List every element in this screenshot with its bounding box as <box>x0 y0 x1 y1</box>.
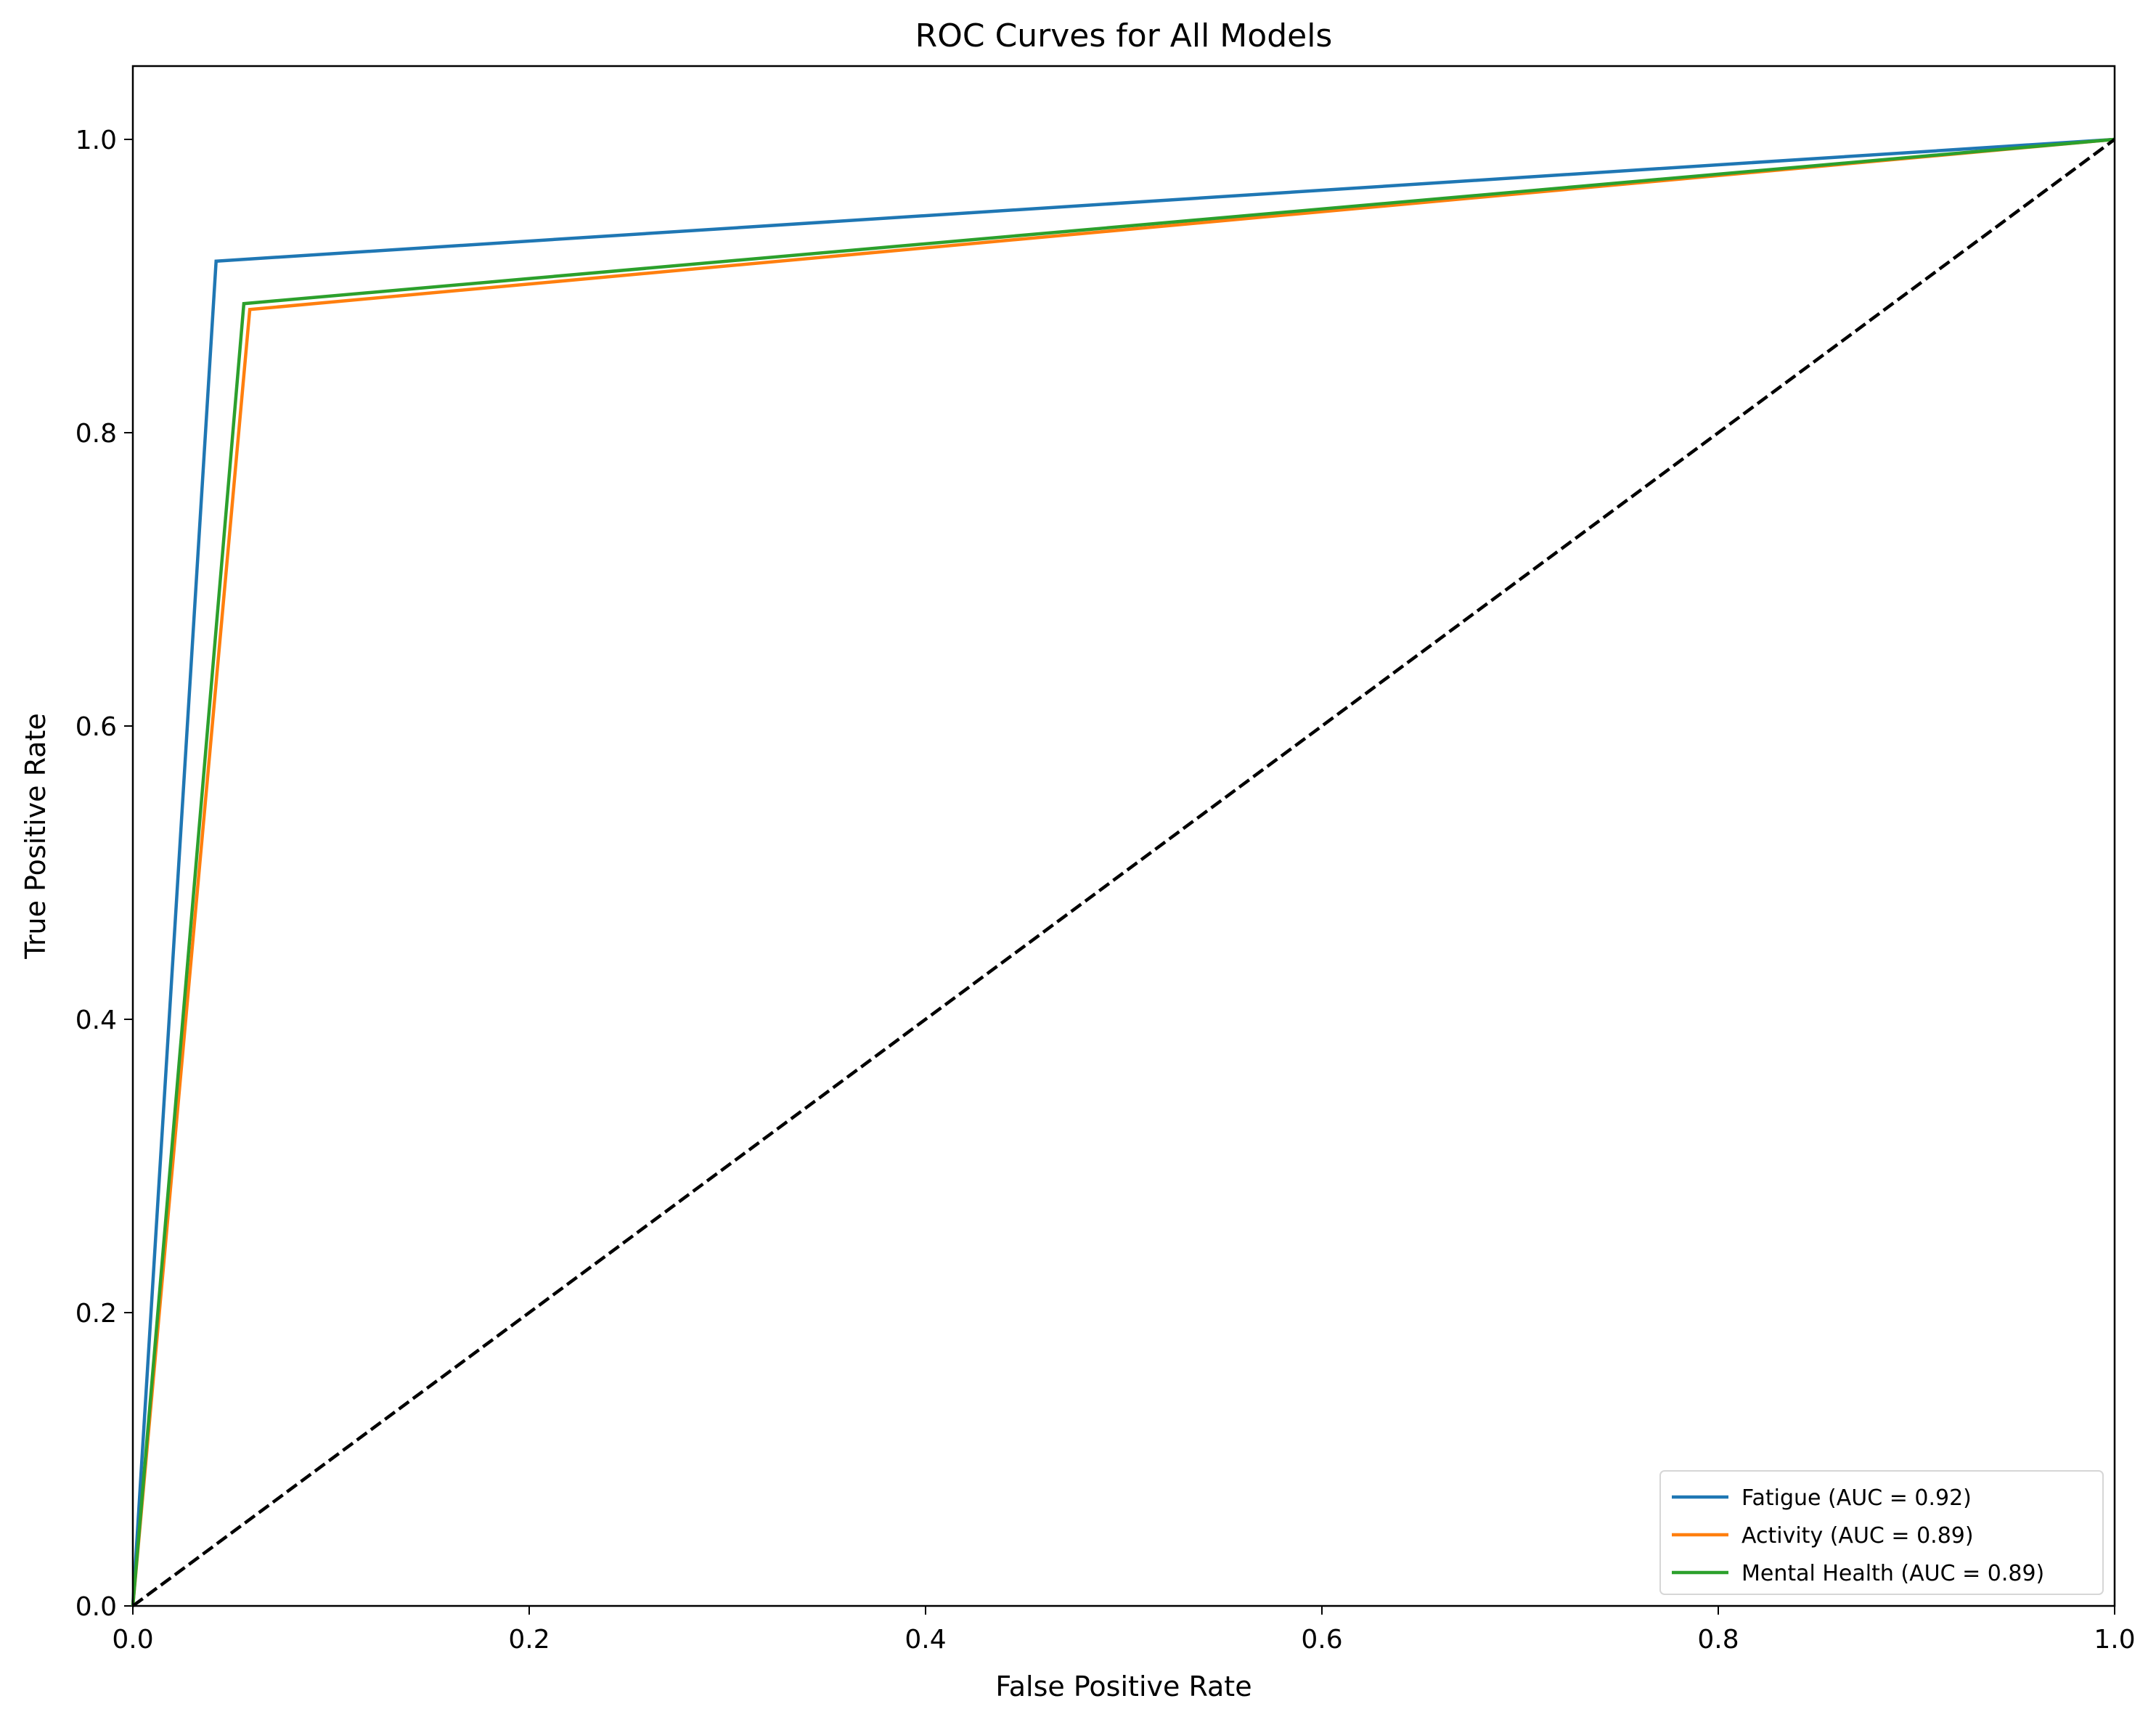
x-tick-label: 0.0 <box>112 1625 153 1655</box>
x-tick-label: 0.4 <box>905 1625 946 1655</box>
x-axis-label: False Positive Rate <box>995 1671 1251 1702</box>
y-axis-label: True Positive Rate <box>20 713 52 960</box>
legend-label: Mental Health (AUC = 0.89) <box>1741 1561 2044 1586</box>
axes-frame <box>131 65 2116 1607</box>
x-tick-label: 1.0 <box>2094 1625 2135 1655</box>
x-tick-label: 0.2 <box>508 1625 550 1655</box>
roc-curve-line <box>131 137 2115 1607</box>
legend-label: Activity (AUC = 0.89) <box>1741 1523 1974 1549</box>
y-tick-label: 1.0 <box>75 126 117 155</box>
y-tick-label: 0.4 <box>75 1006 117 1035</box>
legend-label: Fatigue (AUC = 0.92) <box>1741 1485 1972 1511</box>
x-tick-label: 0.8 <box>1697 1625 1739 1655</box>
roc-curve-line <box>131 137 2115 1607</box>
roc-curve-line <box>131 137 2115 1607</box>
y-tick-label: 0.0 <box>75 1592 117 1622</box>
legend-box <box>1659 1470 2104 1595</box>
y-tick-label: 0.2 <box>75 1299 117 1329</box>
plot-area: 0.0 0.2 0.4 0.6 0.8 1.0 0.0 0.2 0.4 0.6 0.8 1.0 <box>75 65 2136 1655</box>
y-tick-label: 0.8 <box>75 419 117 449</box>
y-tick-label: 0.6 <box>75 712 117 742</box>
x-tick-label: 0.6 <box>1301 1625 1342 1655</box>
chance-reference-line <box>131 138 2116 1607</box>
legend: Fatigue (AUC = 0.92) Activity (AUC = 0.89… <box>1659 1470 2104 1595</box>
chart-title: ROC Curves for All Models <box>915 17 1333 54</box>
